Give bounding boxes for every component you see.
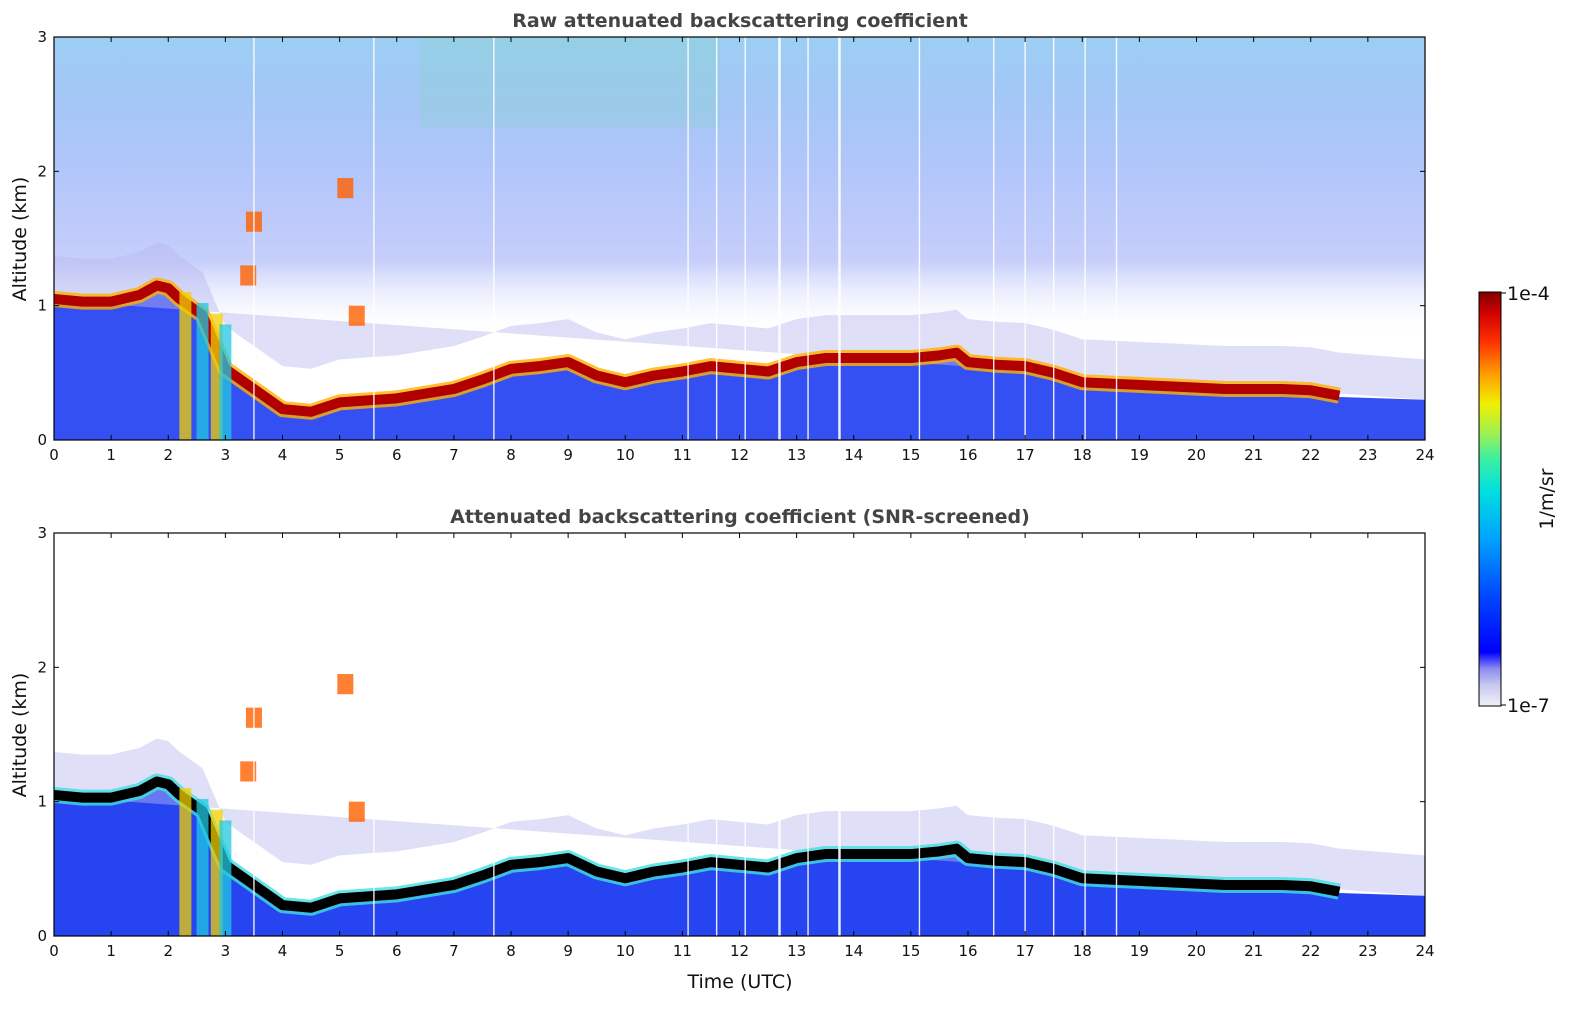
bottom-xtick-label: 4 — [278, 942, 288, 960]
top-xtick-label: 22 — [1301, 446, 1320, 464]
top-xtick-label: 23 — [1358, 446, 1377, 464]
bottom-ytick-label: 2 — [37, 658, 47, 676]
bottom-xtick-label: 23 — [1358, 942, 1377, 960]
top-xtick-label: 1 — [106, 446, 116, 464]
bottom-xtick-label: 19 — [1130, 942, 1149, 960]
top-xtick-label: 20 — [1187, 446, 1206, 464]
bottom-heatmap — [54, 533, 1425, 936]
bottom-xtick-label: 14 — [844, 942, 863, 960]
bottom-xtick-label: 1 — [106, 942, 116, 960]
bottom-xtick-label: 15 — [901, 942, 920, 960]
bottom-xtick-label: 13 — [787, 942, 806, 960]
bottom-xtick-label: 11 — [673, 942, 692, 960]
top-panel-title: Raw attenuated backscattering coefficien… — [512, 10, 968, 32]
top-xtick-label: 18 — [1073, 446, 1092, 464]
top-haze — [54, 242, 1425, 400]
top-xtick-label: 8 — [506, 446, 516, 464]
top-xtick-label: 13 — [787, 446, 806, 464]
bottom-cloud-patch — [240, 761, 257, 782]
top-xtick-label: 15 — [901, 446, 920, 464]
top-xtick-label: 5 — [335, 446, 345, 464]
bottom-ytick-label: 3 — [37, 524, 47, 542]
bottom-plume — [179, 788, 192, 936]
top-xtick-label: 19 — [1130, 446, 1149, 464]
top-y-axis-label: Altitude (km) — [9, 177, 31, 302]
top-ytick-label: 3 — [37, 28, 47, 46]
top-xtick-label: 24 — [1415, 446, 1434, 464]
bottom-xtick-label: 24 — [1415, 942, 1434, 960]
colorbar-label: 1/m/sr — [1536, 468, 1558, 529]
bottom-cloud-patch — [337, 674, 354, 695]
bottom-xtick-label: 0 — [49, 942, 59, 960]
bottom-ytick-label: 1 — [37, 793, 47, 811]
top-noise-field — [54, 37, 1425, 337]
colorbar-max-label: 1e-4 — [1507, 283, 1550, 305]
top-xtick-label: 9 — [563, 446, 573, 464]
top-xtick-label: 10 — [616, 446, 635, 464]
top-xtick-label: 0 — [49, 446, 59, 464]
bottom-xtick-label: 6 — [392, 942, 402, 960]
top-ytick-label: 2 — [37, 162, 47, 180]
bottom-haze — [54, 738, 1425, 896]
top-xtick-label: 16 — [958, 446, 977, 464]
top-plume — [196, 302, 209, 440]
top-cloud-patch — [240, 265, 257, 286]
bottom-xtick-label: 18 — [1073, 942, 1092, 960]
top-cloud-layers — [54, 37, 1425, 440]
top-plume — [219, 324, 232, 440]
bottom-xtick-label: 22 — [1301, 942, 1320, 960]
bottom-y-axis: 0 1 2 3 — [37, 524, 1425, 945]
bottom-plume — [196, 798, 209, 936]
top-xtick-label: 3 — [221, 446, 231, 464]
bottom-cloud-layers — [54, 533, 1425, 936]
top-noise-hotspot — [420, 37, 720, 127]
top-xtick-label: 2 — [163, 446, 173, 464]
bottom-ytick-label: 0 — [37, 927, 47, 945]
bottom-cloud-patch — [348, 801, 365, 822]
bottom-xtick-label: 20 — [1187, 942, 1206, 960]
bottom-xtick-label: 10 — [616, 942, 635, 960]
top-xtick-label: 12 — [730, 446, 749, 464]
top-xtick-label: 4 — [278, 446, 288, 464]
top-xtick-label: 7 — [449, 446, 459, 464]
top-ytick-label: 0 — [37, 431, 47, 449]
top-xtick-label: 11 — [673, 446, 692, 464]
colorbar-min-label: 1e-7 — [1507, 695, 1550, 717]
bottom-xtick-label: 21 — [1244, 942, 1263, 960]
top-y-axis: 0 1 2 3 — [37, 28, 1425, 449]
top-xtick-label: 17 — [1016, 446, 1035, 464]
bottom-plume — [219, 820, 232, 936]
top-plume — [179, 292, 192, 440]
top-heatmap — [54, 37, 1425, 440]
top-ytick-label: 1 — [37, 297, 47, 315]
top-xtick-label: 14 — [844, 446, 863, 464]
x-axis-label: Time (UTC) — [686, 971, 792, 993]
colorbar — [1478, 291, 1502, 707]
top-x-axis: 0 1 2 3 4 5 6 7 8 9 10 11 12 13 14 15 16 17 18 19 20 21 22 23 24 — [49, 37, 1435, 464]
bottom-y-axis-label: Altitude (km) — [9, 673, 31, 798]
bottom-xtick-label: 16 — [958, 942, 977, 960]
top-xtick-label: 21 — [1244, 446, 1263, 464]
bottom-xtick-label: 9 — [563, 942, 573, 960]
bottom-xtick-label: 8 — [506, 942, 516, 960]
bottom-xtick-label: 7 — [449, 942, 459, 960]
top-xtick-label: 6 — [392, 446, 402, 464]
bottom-panel-title: Attenuated backscattering coefficient (S… — [450, 506, 1030, 528]
bottom-x-axis: 0 1 2 3 4 5 6 7 8 9 10 11 12 13 14 15 16 17 18 19 20 21 22 23 24 — [49, 533, 1435, 960]
bottom-xtick-label: 17 — [1016, 942, 1035, 960]
top-cloud-patch — [337, 178, 354, 199]
bottom-xtick-label: 2 — [163, 942, 173, 960]
bottom-xtick-label: 3 — [221, 942, 231, 960]
bottom-xtick-label: 5 — [335, 942, 345, 960]
top-cloud-patch — [348, 305, 365, 326]
bottom-xtick-label: 12 — [730, 942, 749, 960]
